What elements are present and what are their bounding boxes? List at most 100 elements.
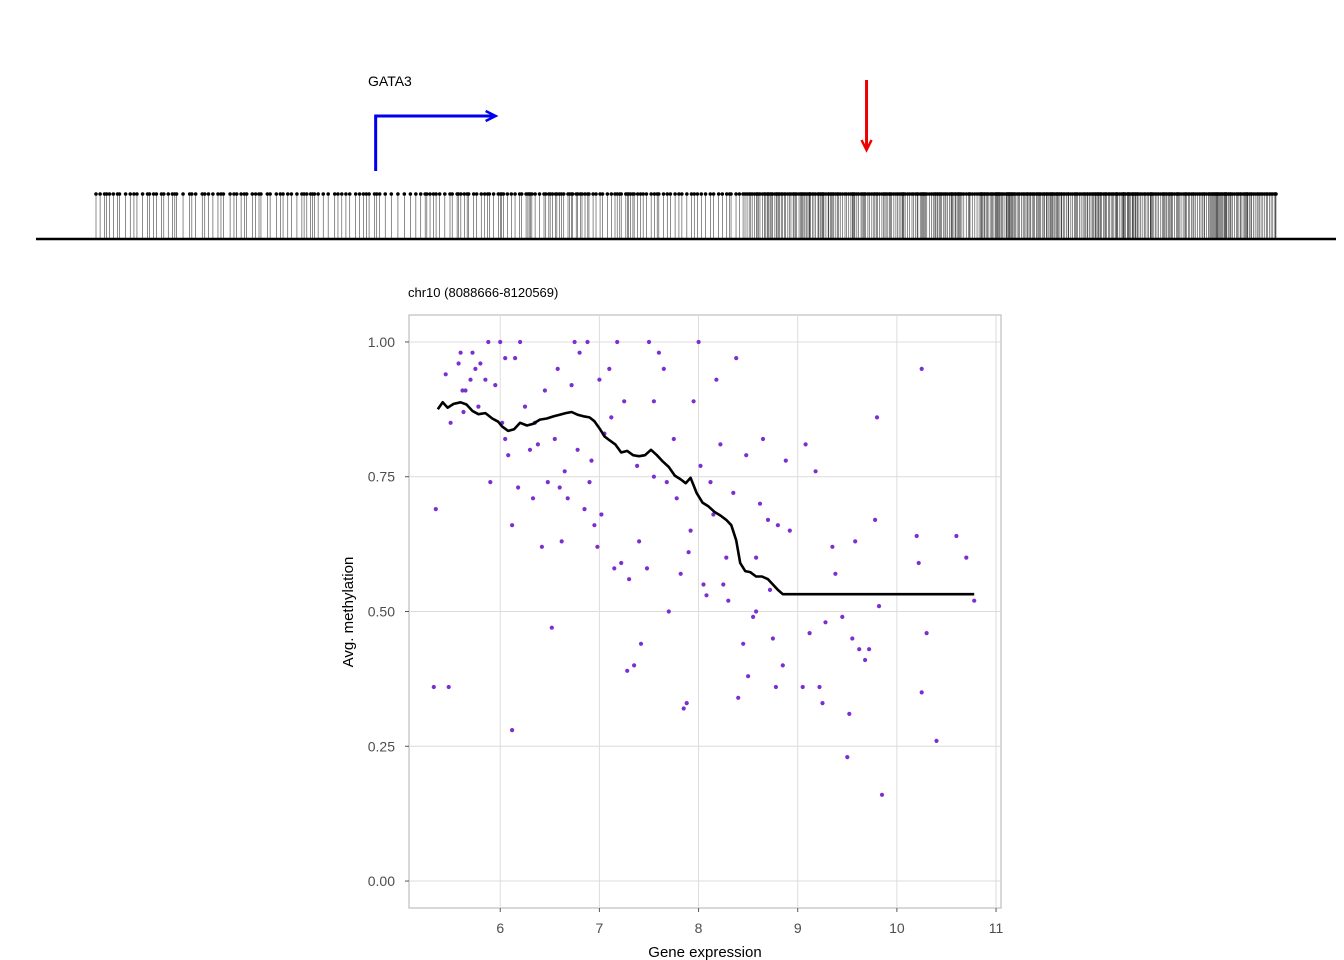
cpg-site-dot <box>716 192 721 196</box>
data-point <box>726 598 731 603</box>
marker-arrow-head <box>860 139 873 153</box>
data-point <box>609 415 614 420</box>
cpg-site-dot <box>193 192 198 196</box>
cpg-site-dot <box>414 192 418 196</box>
cpg-site-dot <box>729 192 733 196</box>
cpg-site-dot <box>316 192 320 196</box>
data-point <box>619 560 624 566</box>
cpg-site-dot <box>685 192 689 196</box>
data-point <box>498 339 503 345</box>
data-point <box>767 587 773 593</box>
cpg-site-dot <box>600 192 605 196</box>
cpg-site-dot <box>720 192 725 196</box>
cpg-site-dot <box>339 192 344 196</box>
data-point <box>503 436 508 442</box>
data-point <box>972 598 977 603</box>
data-point <box>651 474 657 479</box>
cpg-site-dot <box>537 192 542 196</box>
cpg-site-dot <box>591 192 595 196</box>
gene-arrow-icon <box>374 109 499 171</box>
cpg-site-dot <box>877 192 882 196</box>
data-point <box>592 523 597 528</box>
cpg-site-dot <box>479 192 484 196</box>
data-point <box>509 523 515 528</box>
cpg-site-dot <box>487 192 492 196</box>
cpg-site-dot <box>117 192 122 196</box>
cpg-site-dot <box>206 192 211 196</box>
cpg-site-dot <box>140 192 145 196</box>
data-point <box>741 641 746 646</box>
data-point <box>757 501 763 506</box>
data-point <box>873 517 878 523</box>
data-point <box>704 593 709 598</box>
cpg-site-dot <box>98 192 102 196</box>
data-point <box>646 339 652 345</box>
scatter-plot: 6 7 8 9 10 11 0.00 0.25 0.50 0.75 1.00 <box>368 314 1004 936</box>
cpg-site-dot <box>734 192 738 196</box>
cpg-site-dot <box>408 192 413 196</box>
cpg-site-dot <box>228 192 232 196</box>
cpg-site-dot <box>632 192 636 196</box>
data-point <box>638 641 644 646</box>
data-point <box>473 366 478 371</box>
cpg-site-dot <box>305 192 309 196</box>
cpg-site-dot <box>244 192 249 196</box>
data-point <box>468 377 473 382</box>
data-point <box>845 755 850 760</box>
data-point <box>518 339 523 345</box>
cpg-site-dot <box>555 192 559 196</box>
data-point <box>773 684 779 690</box>
cpg-site-dot <box>259 192 263 196</box>
cpg-site-dot <box>353 192 358 196</box>
cpg-site-dot <box>377 192 382 196</box>
cpg-site-dot <box>312 192 317 196</box>
data-point <box>701 582 706 587</box>
cpg-site-dot <box>265 192 270 196</box>
data-point <box>443 372 448 377</box>
cpg-site-dot <box>677 192 681 196</box>
data-points <box>431 339 977 797</box>
data-point <box>478 361 483 366</box>
cpg-site-dot <box>443 192 447 196</box>
data-point <box>919 690 924 695</box>
y-tick-label: 1.00 <box>368 334 395 350</box>
cpg-site-dot <box>161 192 166 196</box>
y-axis-title: Avg. methylation <box>340 557 357 668</box>
marker-arrow-icon <box>860 80 873 153</box>
cpg-site-dot <box>770 192 775 196</box>
cpg-site-dot <box>425 192 429 196</box>
data-point <box>674 496 679 501</box>
data-point <box>746 674 751 679</box>
data-point <box>582 507 587 512</box>
cpg-site-dot <box>533 192 537 196</box>
data-point <box>934 738 939 744</box>
cpg-site-dot <box>132 192 136 196</box>
cpg-site-dot <box>605 192 610 196</box>
cpg-site-dot <box>166 192 171 196</box>
data-point <box>770 636 776 641</box>
data-point <box>664 480 669 485</box>
data-point <box>754 555 759 560</box>
cpg-site-dot <box>154 192 159 196</box>
data-point <box>691 399 696 404</box>
cpg-site-dot <box>530 192 534 196</box>
data-point <box>577 350 582 355</box>
cpg-site-dot <box>594 192 598 196</box>
data-point <box>615 339 620 345</box>
cpg-site-dot <box>151 192 156 196</box>
cpg-site-dot <box>652 192 657 196</box>
cpg-site-dot <box>689 192 694 196</box>
data-point <box>678 571 683 576</box>
gene-arrow-shaft <box>374 114 494 171</box>
cpg-site-dot <box>239 192 243 196</box>
x-tick-label: 11 <box>989 920 1004 936</box>
data-point <box>780 663 785 668</box>
cpg-site-dot <box>268 192 272 196</box>
data-point <box>470 350 475 355</box>
data-point <box>840 614 845 620</box>
x-tick-label: 8 <box>695 920 703 936</box>
cpg-site-dot <box>961 192 966 196</box>
data-point <box>625 668 630 673</box>
cpg-site-dot <box>491 192 496 196</box>
data-point <box>448 420 453 425</box>
